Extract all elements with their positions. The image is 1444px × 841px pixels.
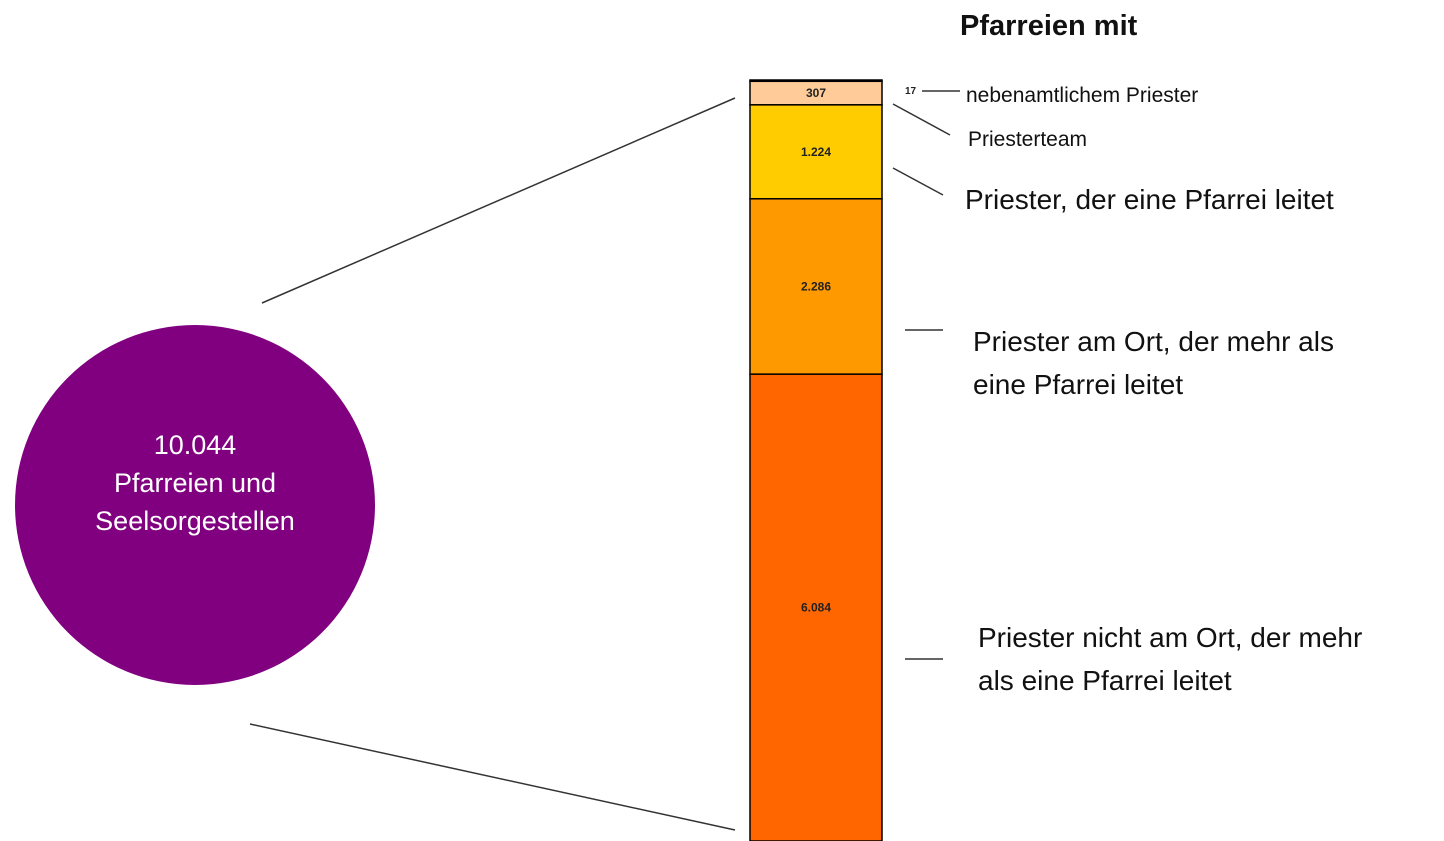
category-label: Priester, der eine Pfarrei leitet [965, 184, 1334, 215]
value-label: 2.286 [801, 279, 831, 293]
category-label: Priesterteam [968, 128, 1088, 151]
chart-title: Pfarreien mit [960, 10, 1138, 42]
bar-segment [749, 104, 883, 200]
value-label: 307 [806, 86, 826, 100]
leader-line [892, 167, 944, 196]
value-label: 1.224 [801, 145, 831, 159]
leader-line [892, 103, 951, 136]
connector [249, 723, 736, 831]
category-label: nebenamtlichem Priester [966, 84, 1199, 107]
total-value: 10.044 [153, 430, 237, 460]
total-text: Pfarreien und Seelsorgestellen [95, 468, 295, 536]
connector [261, 97, 736, 304]
category-label: Priester nicht am Ort, der mehr als eine… [978, 622, 1363, 697]
bar-segment [749, 373, 883, 841]
value-label: 6.084 [801, 601, 831, 615]
total-circle [15, 325, 375, 685]
bar-segment [749, 198, 883, 375]
value-label: 17 [905, 86, 917, 97]
category-label: Priester am Ort, der mehr als eine Pfarr… [973, 326, 1334, 401]
